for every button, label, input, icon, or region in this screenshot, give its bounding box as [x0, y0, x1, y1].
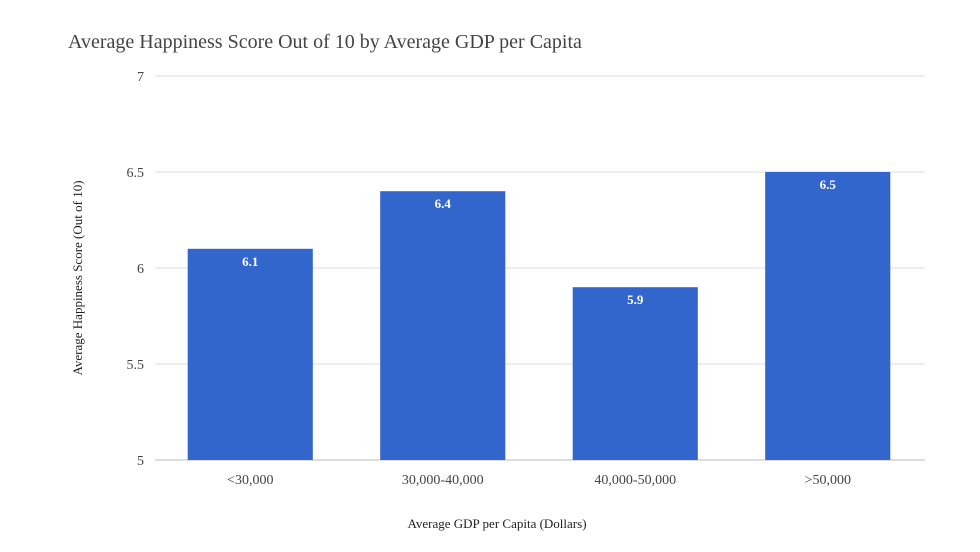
bar	[187, 248, 313, 460]
y-tick-label: 6.5	[127, 166, 145, 181]
bar-data-label: 5.9	[627, 292, 644, 307]
y-axis-label: Average Happiness Score (Out of 10)	[70, 180, 85, 375]
x-axis-ticks: <30,000 30,000-40,000 40,000-50,000 >50,000	[227, 473, 851, 488]
x-tick-label: >50,000	[805, 473, 851, 488]
bars: 6.1 6.4 5.9 6.5	[187, 172, 891, 460]
bar-data-label: 6.5	[820, 177, 837, 192]
bar-data-label: 6.4	[435, 196, 452, 211]
y-axis-ticks: 5 5.5 6 6.5 7	[127, 70, 145, 469]
y-tick-label: 7	[137, 70, 144, 85]
x-tick-label: 30,000-40,000	[402, 473, 484, 488]
bar	[380, 191, 506, 460]
y-tick-label: 5	[137, 454, 144, 469]
x-tick-label: 40,000-50,000	[594, 473, 676, 488]
bar	[572, 287, 698, 460]
x-tick-label: <30,000	[227, 473, 273, 488]
chart-title: Average Happiness Score Out of 10 by Ave…	[68, 31, 582, 53]
x-axis-label: Average GDP per Capita (Dollars)	[407, 516, 586, 531]
y-tick-label: 5.5	[127, 358, 145, 373]
bar-data-label: 6.1	[242, 254, 258, 269]
y-tick-label: 6	[137, 262, 144, 277]
bar	[765, 172, 891, 460]
